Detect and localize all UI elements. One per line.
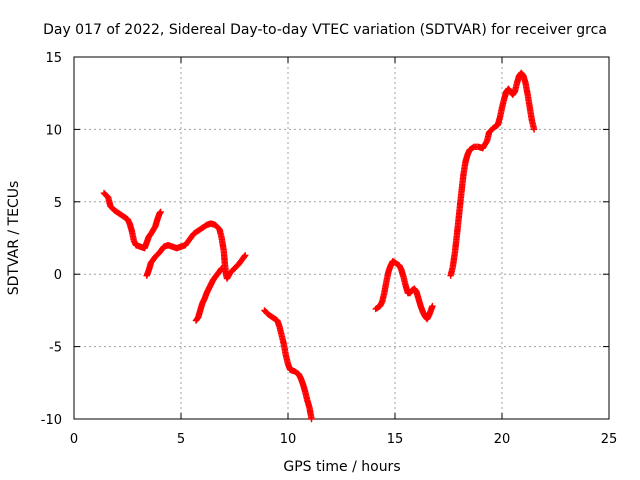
y-tick-label: -10 <box>41 413 62 428</box>
x-tick-label: 0 <box>70 432 78 447</box>
plot-frame <box>73 56 610 420</box>
data-point <box>429 302 436 310</box>
data-point <box>218 265 225 272</box>
x-tick-label: 10 <box>280 432 297 447</box>
y-tick-label: 10 <box>45 123 62 138</box>
data-point <box>241 253 248 260</box>
x-axis-label: GPS time / hours <box>283 459 400 475</box>
y-tick-label: -5 <box>49 341 62 356</box>
axis-ticks: 0 5 10 15 20 25 -10 -5 0 5 10 15 <box>41 51 618 447</box>
chart-title: Day 017 of 2022, Sidereal Day-to-day VTE… <box>43 22 607 38</box>
y-tick-label: 15 <box>45 51 62 66</box>
y-tick-label: 0 <box>54 268 62 283</box>
data-point <box>242 252 249 259</box>
x-tick-label: 25 <box>601 432 618 447</box>
data-point <box>530 126 538 133</box>
data-point <box>217 266 225 273</box>
x-tick-label: 5 <box>177 432 185 447</box>
data-point <box>308 415 315 423</box>
x-tick-label: 15 <box>387 432 404 447</box>
data-points <box>100 69 538 423</box>
y-axis-label: SDTVAR / TECUs <box>6 181 22 296</box>
x-tick-label: 20 <box>494 432 511 447</box>
data-point <box>157 208 164 216</box>
y-tick-label: 5 <box>54 196 62 211</box>
